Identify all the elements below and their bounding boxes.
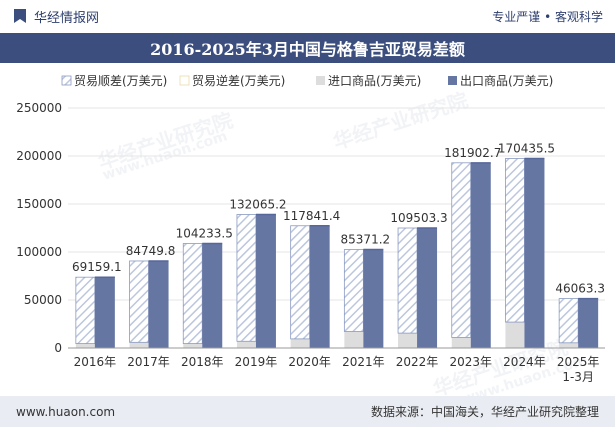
- legend-swatch: [316, 76, 325, 85]
- import-bar: [236, 341, 256, 348]
- legend-label: 进口商品(万美元): [328, 73, 421, 88]
- bars: [75, 157, 599, 348]
- legend-swatch: [61, 75, 72, 86]
- y-tick-label: 0: [54, 341, 62, 355]
- surplus-bar: [397, 227, 418, 334]
- y-tick-label: 150000: [16, 197, 62, 211]
- import-bar: [344, 331, 364, 348]
- tagline: 专业严谨 • 客观科学: [492, 9, 603, 24]
- import-bar: [451, 337, 471, 348]
- x-tick-label: 2021年: [342, 355, 385, 369]
- legend-swatch: [448, 76, 457, 85]
- x-tick-label: 2016年: [74, 355, 117, 369]
- chart-title: 2016-2025年3月中国与格鲁吉亚贸易差额: [150, 40, 465, 59]
- top-bar: 华经情报网 专业严谨 • 客观科学: [0, 0, 615, 32]
- import-bar: [398, 333, 418, 348]
- footer: www.huaon.com 数据来源：中国海关，华经产业研究院整理: [0, 396, 615, 427]
- export-bar: [202, 243, 223, 348]
- surplus-bar: [182, 243, 203, 344]
- export-bar: [578, 298, 599, 348]
- y-tick-label: 200000: [16, 149, 62, 163]
- surplus-bar: [290, 225, 311, 340]
- x-tick-label: 2017年: [127, 355, 170, 369]
- x-tick-label: 2022年: [396, 355, 439, 369]
- import-bar: [290, 338, 310, 348]
- data-label: 85371.2: [341, 233, 391, 247]
- data-source: 数据来源：中国海关，华经产业研究院整理: [370, 405, 599, 419]
- import-bar: [559, 342, 579, 348]
- export-bar: [417, 227, 438, 348]
- legend-item[interactable]: 进口商品(万美元): [316, 73, 421, 88]
- y-tick-label: 100000: [16, 245, 62, 259]
- legend-label: 出口商品(万美元): [460, 73, 553, 88]
- website-link[interactable]: www.huaon.com: [16, 404, 116, 419]
- brand[interactable]: 华经情报网: [12, 7, 99, 26]
- y-tick-label: 250000: [16, 101, 62, 115]
- data-label: 170435.5: [498, 141, 555, 155]
- surplus-bar: [129, 260, 149, 343]
- surplus-bar: [75, 276, 96, 344]
- data-label: 181902.7: [444, 146, 501, 160]
- export-bar: [309, 225, 330, 348]
- import-bar: [129, 342, 149, 348]
- axes: 0 50000 100000 150000 200000 250000 2016年 2017年…: [16, 101, 605, 384]
- x-tick-label: 2024年: [503, 355, 546, 369]
- x-tick-label: 2018年: [181, 355, 224, 369]
- legend: 贸易顺差(万美元) 贸易逆差(万美元) 进口商品(万美元) 出口商品(万美元): [61, 73, 553, 88]
- data-label: 104233.5: [176, 227, 233, 241]
- x-tick-label: 2023年: [449, 355, 492, 369]
- surplus-bar: [236, 214, 257, 342]
- logo-icon: [14, 9, 26, 23]
- legend-item[interactable]: 出口商品(万美元): [448, 73, 553, 88]
- import-bar: [505, 322, 525, 348]
- surplus-bar: [558, 298, 579, 344]
- x-tick-label: 2025年 1-3月: [557, 355, 600, 384]
- data-label: 132065.2: [229, 197, 286, 211]
- export-bar: [524, 158, 545, 348]
- export-bar: [363, 249, 384, 348]
- legend-item[interactable]: 贸易逆差(万美元): [179, 73, 285, 88]
- surplus-bar: [505, 158, 525, 323]
- surplus-bar: [451, 162, 472, 338]
- title-bar: 2016-2025年3月中国与格鲁吉亚贸易差额: [0, 33, 615, 63]
- data-label: 84749.8: [126, 244, 176, 258]
- export-bar: [148, 260, 169, 348]
- data-label: 46063.3: [555, 282, 605, 296]
- legend-item[interactable]: 贸易顺差(万美元): [61, 74, 167, 88]
- legend-label: 贸易逆差(万美元): [192, 73, 285, 88]
- site-name: 华经情报网: [34, 10, 100, 26]
- export-bar: [470, 162, 491, 348]
- bar-chart: 贸易顺差(万美元) 贸易逆差(万美元) 进口商品(万美元) 出口商品(万美元) 691…: [16, 73, 605, 384]
- import-bar: [75, 343, 95, 348]
- import-bar: [183, 343, 203, 348]
- legend-label: 贸易顺差(万美元): [74, 74, 167, 88]
- x-tick-label: 2019年: [235, 355, 278, 369]
- export-bar: [94, 277, 115, 348]
- surplus-bar: [343, 249, 364, 332]
- export-bar: [255, 214, 276, 348]
- data-label: 109503.3: [390, 211, 447, 225]
- y-tick-label: 50000: [24, 293, 62, 307]
- x-tick-label: 2020年: [288, 355, 331, 369]
- legend-swatch: [179, 75, 190, 86]
- data-label: 117841.4: [283, 209, 340, 223]
- data-label: 69159.1: [72, 260, 122, 274]
